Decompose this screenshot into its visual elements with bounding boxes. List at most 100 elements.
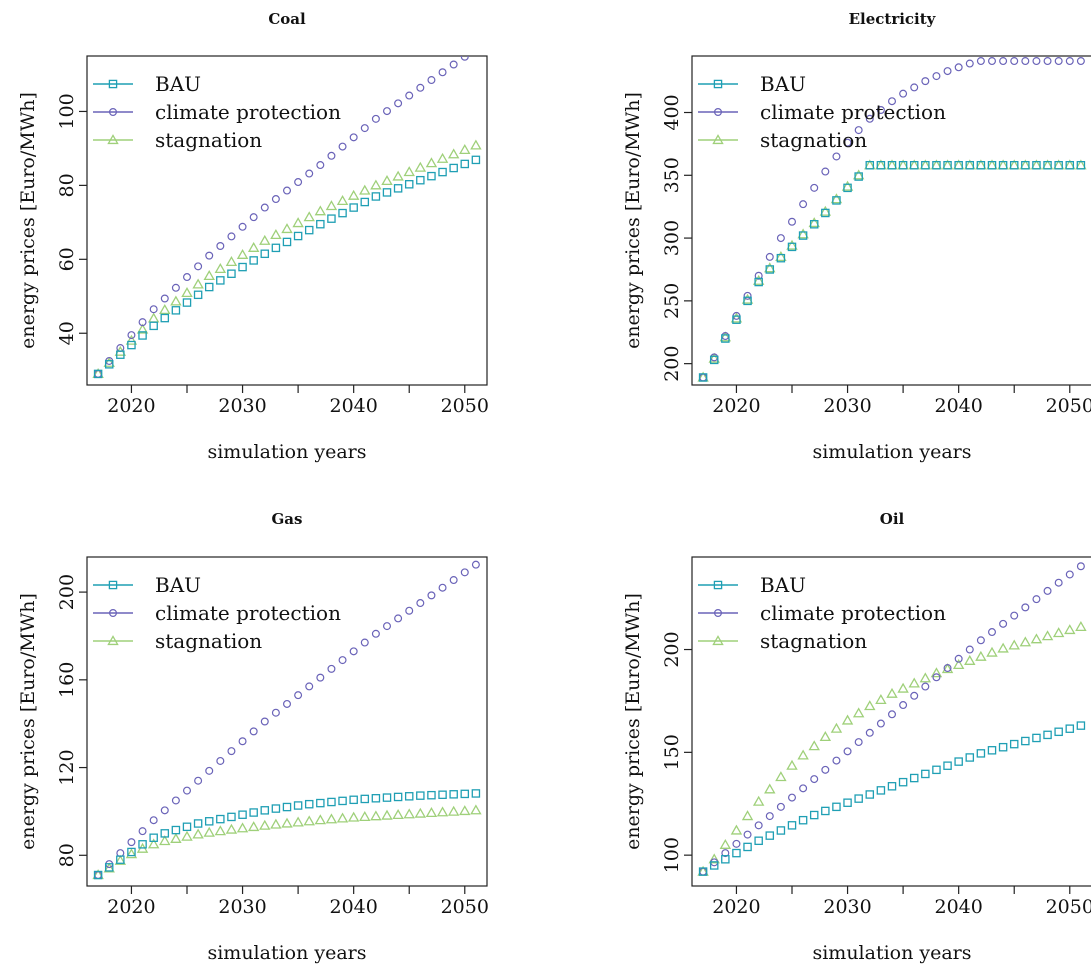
data-point (371, 812, 380, 820)
data-point (150, 306, 157, 313)
data-point (811, 184, 818, 191)
data-point (922, 683, 929, 690)
data-point (471, 141, 480, 149)
data-point (338, 814, 347, 822)
data-point (989, 629, 996, 636)
data-point (955, 758, 962, 765)
data-point (899, 684, 908, 692)
data-point (1077, 563, 1084, 570)
data-point (306, 801, 313, 808)
legend-item-climate-protection: climate protection (93, 601, 341, 625)
data-point (833, 153, 840, 160)
data-point (227, 257, 236, 265)
data-point (988, 747, 995, 754)
data-point (788, 822, 795, 829)
y-tick-label: 200 (56, 574, 78, 610)
data-point (1054, 628, 1063, 636)
y-tick-label: 120 (56, 749, 78, 785)
chart-title: Coal (268, 10, 306, 28)
data-point (384, 108, 391, 115)
data-point (776, 772, 785, 780)
data-point (227, 825, 236, 833)
data-point (889, 711, 896, 718)
x-tick-label: 2030 (823, 395, 871, 417)
data-point (1055, 728, 1062, 735)
data-point (844, 748, 851, 755)
legend-label: climate protection (155, 100, 341, 124)
data-point (811, 776, 818, 783)
data-point (372, 115, 379, 122)
data-point (295, 179, 302, 186)
data-point (239, 738, 246, 745)
data-point (417, 792, 424, 799)
data-point (284, 701, 291, 708)
data-point (228, 813, 235, 820)
data-point (260, 236, 269, 244)
y-tick-label: 200 (661, 631, 683, 667)
data-point (777, 827, 784, 834)
data-point (987, 648, 996, 656)
x-tick-label: 2030 (218, 896, 266, 918)
data-point (261, 204, 268, 211)
data-point (833, 803, 840, 810)
data-point (195, 263, 202, 270)
data-point (205, 271, 214, 279)
data-point (295, 692, 302, 699)
data-point (966, 646, 973, 653)
data-point (195, 777, 202, 784)
data-point (316, 207, 325, 215)
data-point (394, 172, 403, 180)
data-point (822, 168, 829, 175)
data-point (350, 796, 357, 803)
data-point (1065, 625, 1074, 633)
data-point (911, 692, 918, 699)
data-point (921, 674, 930, 682)
data-point (800, 785, 807, 792)
data-point (395, 185, 402, 192)
data-point (339, 143, 346, 150)
data-point (933, 73, 940, 80)
data-point (372, 193, 379, 200)
x-tick-label: 2050 (1046, 395, 1091, 417)
data-point (428, 592, 435, 599)
data-point (1066, 58, 1073, 65)
data-point (1010, 641, 1019, 649)
data-point (349, 813, 358, 821)
data-point (317, 221, 324, 228)
data-point (944, 68, 951, 75)
legend-item-stagnation: stagnation (93, 128, 262, 152)
data-point (160, 836, 169, 844)
data-point (428, 77, 435, 84)
data-point (382, 811, 391, 819)
legend-label: BAU (155, 573, 201, 597)
data-point (810, 742, 819, 750)
chart-title: Electricity (849, 10, 937, 28)
legend-item-climate-protection: climate protection (698, 100, 946, 124)
data-point (954, 660, 963, 668)
series-bau (95, 156, 480, 377)
data-point (171, 834, 180, 842)
y-tick-label: 100 (56, 93, 78, 129)
x-tick-label: 2020 (107, 395, 155, 417)
data-point (766, 832, 773, 839)
data-point (1055, 579, 1062, 586)
data-point (877, 720, 884, 727)
data-point (855, 795, 862, 802)
data-point (395, 615, 402, 622)
data-point (171, 297, 180, 305)
data-point (260, 821, 269, 829)
data-point (383, 794, 390, 801)
data-point (439, 168, 446, 175)
series-bau (95, 790, 480, 879)
x-tick-label: 2040 (329, 896, 377, 918)
legend-item-stagnation: stagnation (93, 629, 262, 653)
y-axis-label: energy prices [Euro/MWh] (622, 92, 644, 349)
data-point (1011, 612, 1018, 619)
data-point (900, 90, 907, 97)
data-point (1044, 58, 1051, 65)
data-point (205, 828, 214, 836)
data-point (439, 791, 446, 798)
legend-label: BAU (155, 72, 201, 96)
legend-item-climate-protection: climate protection (698, 601, 946, 625)
legend-item-stagnation: stagnation (698, 629, 867, 653)
